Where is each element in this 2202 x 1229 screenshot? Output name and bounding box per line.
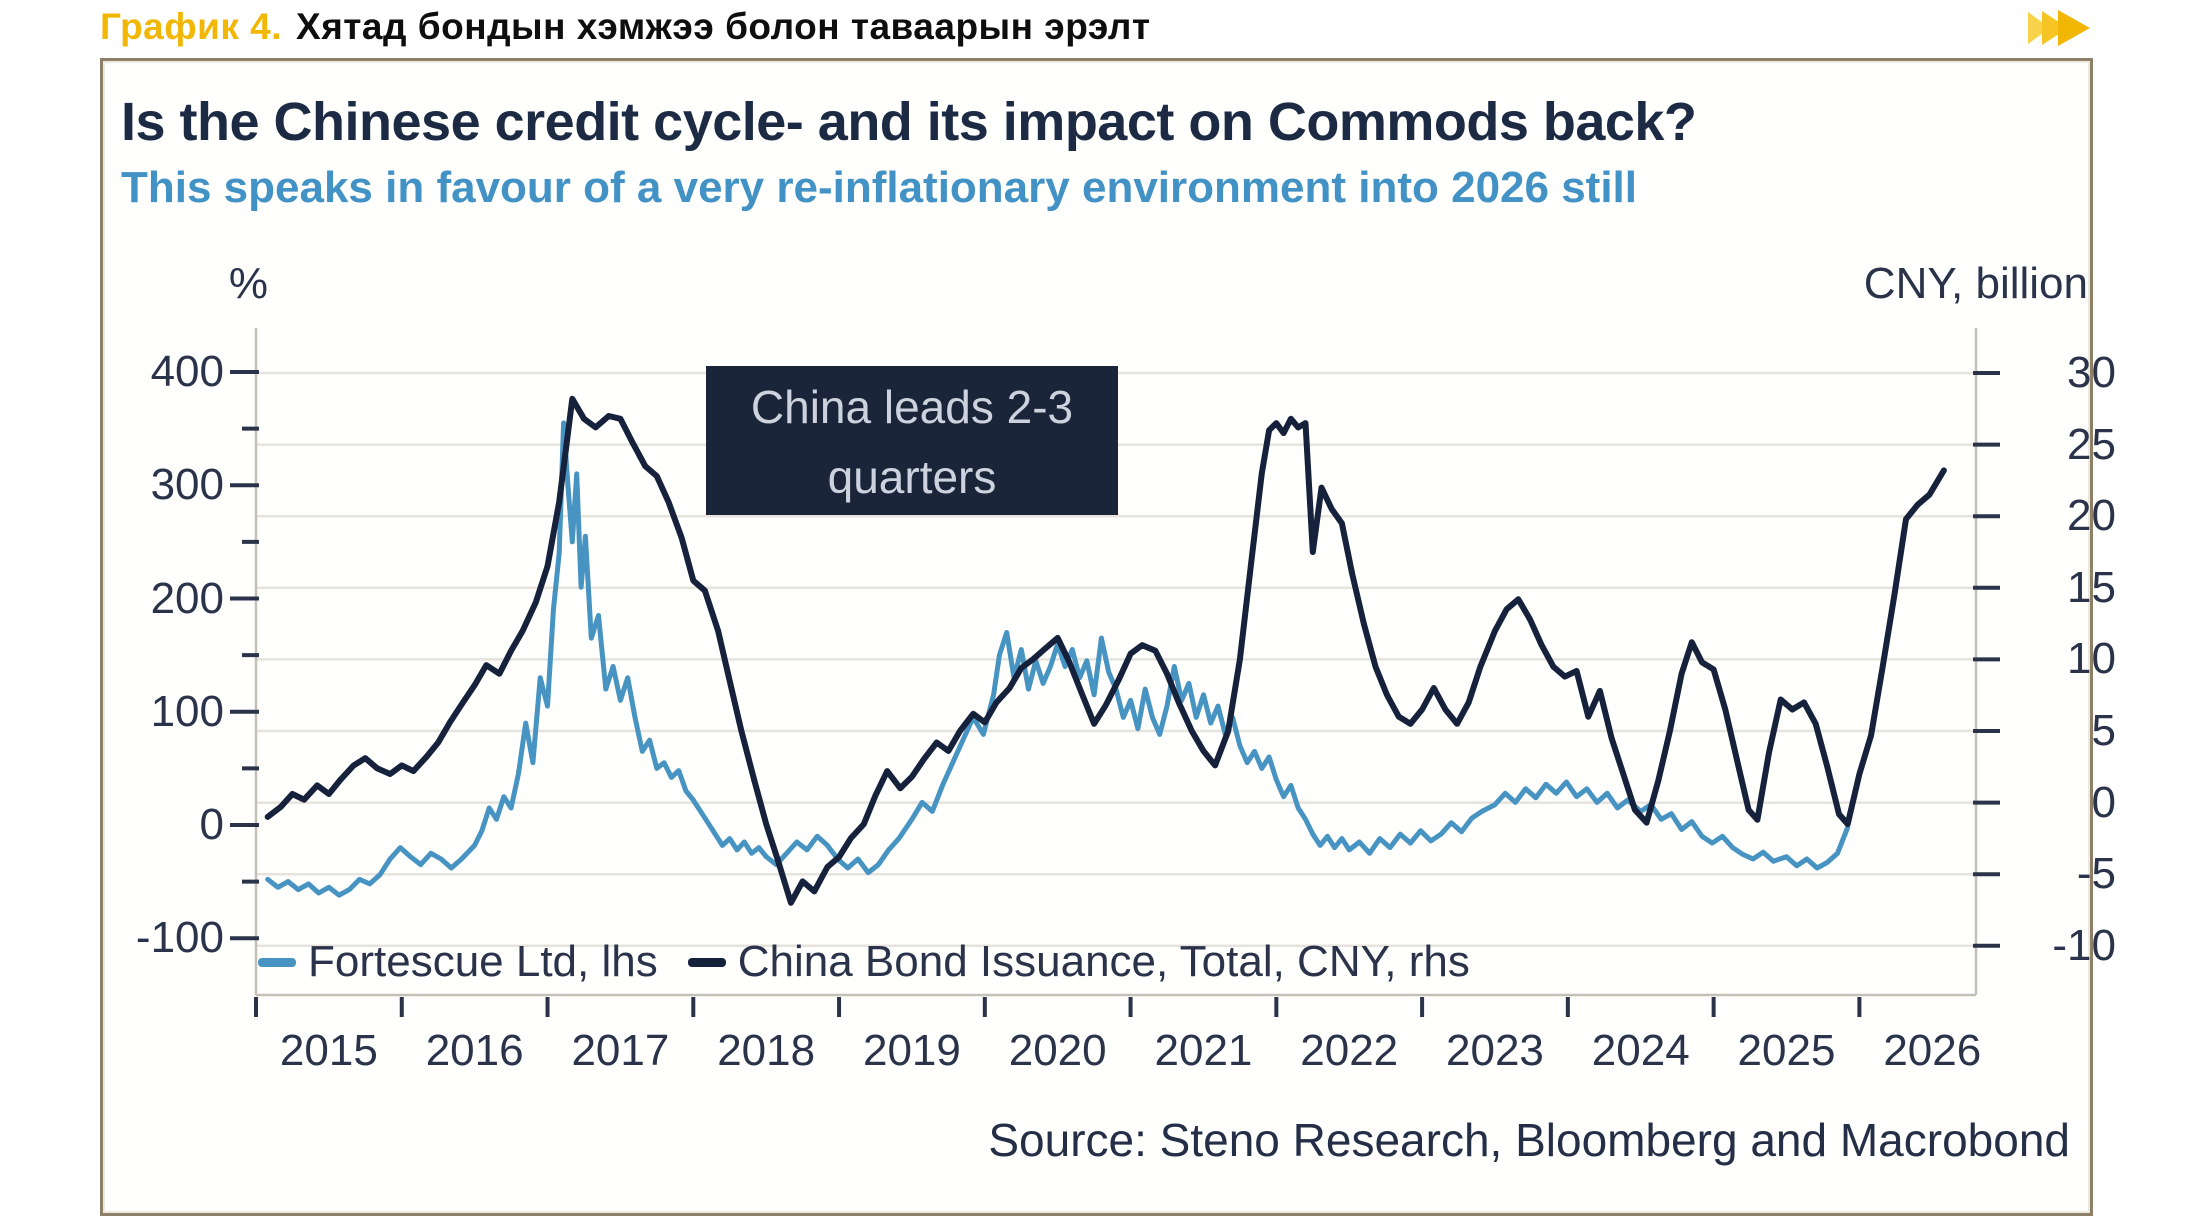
legend: Fortescue Ltd, lhs China Bond Issuance, …: [258, 937, 1500, 987]
legend-label-fortescue: Fortescue Ltd, lhs: [308, 937, 658, 986]
figure-number-label: График 4.: [100, 6, 283, 47]
x-axis-year-label-2015: 2015: [279, 1026, 378, 1075]
annotation-line1: China leads 2-3: [750, 381, 1074, 433]
x-axis-year-label-2025: 2025: [1737, 1026, 1836, 1075]
left-axis-tick-label-100: 100: [150, 686, 224, 736]
legend-item-fortescue: Fortescue Ltd, lhs: [258, 937, 658, 987]
fast-forward-icon: [2028, 10, 2090, 46]
figure-header-title: Хятад бондын хэмжээ болон таваарын эрэлт: [296, 6, 1151, 47]
left-axis-tick-label-300: 300: [150, 460, 224, 510]
legend-swatch-blue: [258, 957, 296, 967]
left-axis-tick-label-400: 400: [150, 347, 224, 396]
chart-subtitle: This speaks in favour of a very re-infla…: [121, 163, 1638, 212]
chart-title: Is the Chinese credit cycle- and its imp…: [121, 92, 1697, 152]
x-axis-year-label-2024: 2024: [1591, 1026, 1690, 1075]
annotation-line2: quarters: [827, 451, 997, 503]
annotation-callout: China leads 2-3 quarters: [706, 366, 1118, 515]
right-axis-tick-label-25: 25: [2067, 419, 2116, 469]
legend-item-china-bond: China Bond Issuance, Total, CNY, rhs: [687, 937, 1470, 987]
figure-header: График 4. Хятад бондын хэмжээ болон таваа…: [100, 6, 2100, 54]
right-axis-unit-label: CNY, billion: [1863, 259, 2088, 308]
left-axis-unit-label: %: [228, 259, 268, 308]
x-axis-year-label-2023: 2023: [1446, 1026, 1544, 1075]
x-axis-year-label-2020: 2020: [1008, 1026, 1107, 1075]
left-axis-tick-label-0: 0: [199, 800, 224, 849]
right-axis-tick-label-15: 15: [2067, 562, 2116, 612]
series-line-china-bond: [264, 395, 1947, 906]
right-axis-tick-label-10: 10: [2067, 634, 2116, 684]
right-axis-tick-label-5: 5: [2091, 706, 2116, 755]
x-axis-year-label-2016: 2016: [425, 1026, 524, 1075]
right-axis-tick-label-0: 0: [2091, 777, 2116, 827]
left-axis-tick-label--100: -100: [135, 913, 224, 963]
legend-label-china-bond: China Bond Issuance, Total, CNY, rhs: [737, 937, 1470, 986]
x-axis-year-label-2021: 2021: [1154, 1026, 1253, 1075]
source-note: Source: Steno Research, Bloomberg and Ma…: [988, 1114, 2070, 1166]
left-axis-tick-label-200: 200: [150, 573, 224, 623]
x-axis-year-label-2017: 2017: [571, 1026, 670, 1075]
right-axis-tick-label-20: 20: [2067, 491, 2116, 541]
plot-area: [230, 328, 2000, 1017]
right-axis-tick-label--5: -5: [2076, 849, 2116, 899]
chart-panel: Is the Chinese credit cycle- and its imp…: [100, 58, 2116, 1216]
legend-swatch-navy: [687, 957, 726, 967]
x-axis-year-label-2018: 2018: [717, 1026, 816, 1075]
right-axis-tick-label--10: -10: [2052, 920, 2116, 970]
x-axis-year-label-2022: 2022: [1300, 1026, 1399, 1075]
x-axis-year-label-2019: 2019: [862, 1026, 961, 1075]
x-axis-year-label-2026: 2026: [1883, 1026, 1982, 1075]
right-axis-tick-label-30: 30: [2067, 348, 2116, 397]
